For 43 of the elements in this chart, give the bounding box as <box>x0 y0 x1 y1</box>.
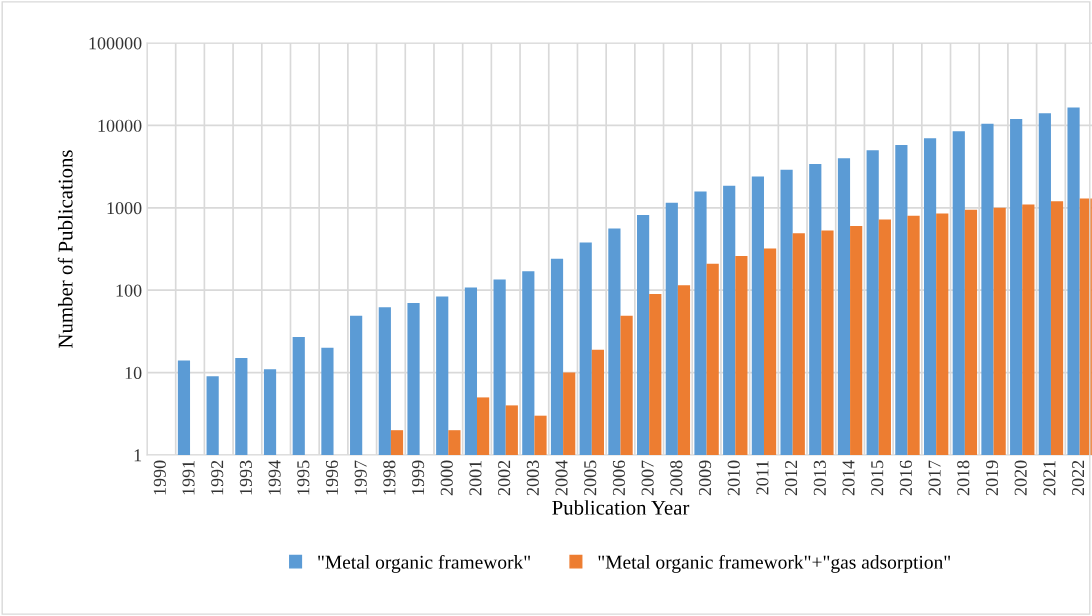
x-tick-label: 2009 <box>698 460 712 496</box>
x-tick-label: 2000 <box>440 460 453 496</box>
x-tick-label: 2007 <box>641 460 654 496</box>
y-tick-label: 100 <box>116 284 142 297</box>
y-tick-label: 100000 <box>89 37 142 50</box>
y-tick-label: 1000 <box>107 202 142 215</box>
x-tick-label: 2021 <box>1043 460 1056 496</box>
x-tick-label: 1992 <box>211 460 224 495</box>
x-tick-label: 2002 <box>498 460 511 496</box>
x-tick-label: 2003 <box>526 460 539 496</box>
x-tick-label: 1997 <box>354 460 367 495</box>
x-tick-label: 2012 <box>785 460 798 496</box>
y-axis-title: Number of Publications <box>57 150 73 348</box>
x-tick-label: 2015 <box>871 460 884 496</box>
x-tick-label: 1999 <box>412 460 425 495</box>
x-tick-label: 2020 <box>1014 460 1027 496</box>
x-tick-label: 2008 <box>670 460 683 496</box>
x-tick-label: 1990 <box>153 460 166 495</box>
x-tick-label: 1995 <box>297 460 310 495</box>
x-tick-label: 1993 <box>239 460 252 495</box>
x-tick-label: 2019 <box>985 460 999 496</box>
x-tick-label: 2006 <box>612 460 626 496</box>
x-tick-label: 2013 <box>813 460 826 496</box>
x-tick-label: 2010 <box>727 460 740 496</box>
y-tick-label: 10 <box>125 366 142 380</box>
y-tick-label: 10000 <box>98 119 142 132</box>
legend-label: "Metal organic framework"+"gas adsorption" <box>598 554 951 573</box>
x-tick-label: 2014 <box>842 460 855 496</box>
x-tick-label: 1996 <box>325 460 339 495</box>
x-tick-label: 2017 <box>928 460 941 496</box>
x-tick-label: 2001 <box>469 460 482 496</box>
x-tick-label: 2011 <box>756 460 769 495</box>
x-tick-label: 1998 <box>383 460 396 495</box>
x-tick-label: 1994 <box>268 460 281 495</box>
x-tick-label: 2005 <box>584 460 597 496</box>
legend-label: "Metal organic framework" <box>318 554 530 573</box>
x-tick-label: 2004 <box>555 460 568 496</box>
x-tick-label: 2016 <box>899 460 912 496</box>
x-tick-label: 1991 <box>182 460 195 495</box>
x-tick-label: 2018 <box>957 460 970 496</box>
x-axis-title: Publication Year <box>552 500 690 515</box>
y-tick-label: 1 <box>134 449 142 462</box>
x-tick-label: 2022 <box>1071 460 1085 496</box>
